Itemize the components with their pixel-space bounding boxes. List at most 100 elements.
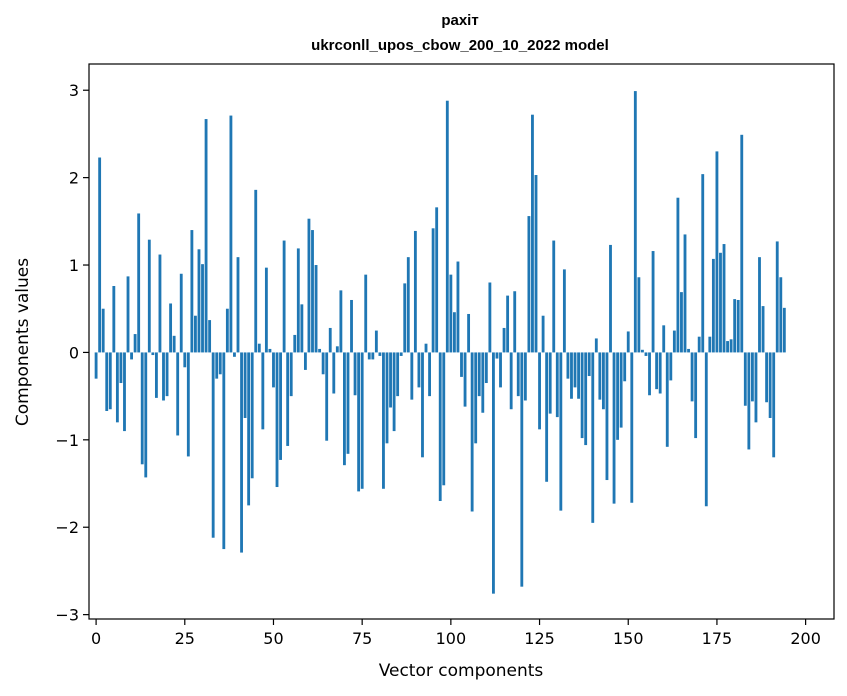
bar-117: [509, 352, 513, 410]
bar-48: [264, 267, 268, 353]
bar-34: [215, 352, 219, 379]
bar-101: [452, 312, 456, 353]
bar-35: [218, 352, 222, 375]
bar-8: [123, 352, 126, 432]
x-tick-label: 0: [91, 629, 101, 648]
bar-65: [325, 352, 329, 441]
bar-41: [240, 352, 243, 553]
chart-subtitle: ukrconll_upos_cbow_200_10_2022 model: [311, 37, 609, 54]
bar-93: [424, 343, 428, 353]
bar-70: [343, 352, 346, 466]
bar-66: [328, 327, 332, 353]
y-tick-label: −3: [55, 606, 79, 625]
bar-152: [633, 91, 637, 353]
bar-63: [318, 348, 322, 353]
bar-165: [680, 292, 683, 353]
bar-176: [719, 252, 722, 353]
bar-75: [360, 352, 364, 489]
bar-73: [353, 352, 357, 396]
bar-26: [186, 352, 190, 457]
bar-119: [516, 352, 520, 397]
bar-188: [761, 306, 765, 353]
bar-87: [403, 283, 407, 353]
bar-89: [410, 352, 414, 400]
bar-189: [765, 352, 769, 403]
bar-3: [105, 352, 109, 411]
bar-179: [729, 339, 733, 353]
bar-141: [594, 338, 598, 353]
bar-17: [154, 352, 158, 398]
bar-96: [435, 207, 439, 353]
bar-135: [573, 352, 577, 388]
bar-186: [754, 352, 758, 423]
bar-174: [711, 258, 715, 353]
bar-169: [694, 352, 698, 439]
bar-27: [190, 230, 194, 353]
bar-30: [201, 264, 204, 353]
bar-49: [268, 348, 272, 353]
bar-156: [648, 352, 651, 396]
bar-168: [690, 352, 694, 402]
bar-190: [768, 352, 772, 418]
bar-158: [655, 352, 659, 390]
x-tick-label: 175: [702, 629, 733, 648]
bar-10: [130, 352, 133, 360]
bar-103: [460, 352, 463, 377]
bar-111: [488, 282, 492, 353]
bar-110: [484, 352, 488, 384]
bar-121: [523, 352, 527, 401]
bar-15: [147, 239, 151, 353]
bar-154: [641, 349, 644, 353]
bar-11: [133, 334, 137, 353]
bar-0: [94, 352, 98, 379]
bar-78: [371, 352, 375, 360]
bar-71: [346, 352, 350, 454]
bar-122: [527, 216, 531, 353]
bar-50: [272, 352, 275, 388]
bar-97: [438, 352, 442, 502]
bar-108: [477, 352, 481, 397]
bar-114: [499, 352, 502, 388]
x-tick-label: 125: [524, 629, 555, 648]
bar-60: [307, 218, 311, 353]
bar-6: [115, 352, 119, 423]
bar-95: [431, 228, 435, 353]
x-tick-label: 50: [263, 629, 283, 648]
bar-69: [339, 290, 343, 353]
bar-163: [672, 330, 676, 353]
bar-85: [396, 352, 400, 397]
bar-91: [417, 352, 421, 388]
bar-194: [782, 307, 786, 353]
bar-28: [194, 315, 197, 353]
bar-181: [736, 299, 740, 353]
bar-182: [740, 134, 744, 353]
bar-23: [176, 352, 180, 436]
bar-13: [140, 352, 144, 465]
bar-68: [335, 346, 339, 353]
bar-79: [374, 330, 378, 353]
bar-72: [350, 299, 353, 353]
bar-18: [158, 254, 162, 353]
bar-144: [605, 352, 609, 481]
y-tick-label: 0: [69, 343, 79, 362]
bar-38: [229, 115, 233, 353]
bar-161: [665, 352, 669, 447]
bar-134: [570, 352, 573, 399]
x-tick-label: 25: [175, 629, 195, 648]
bar-136: [577, 352, 580, 399]
bar-86: [399, 352, 403, 356]
bar-149: [623, 352, 627, 382]
bar-139: [587, 352, 591, 377]
bar-148: [619, 352, 623, 428]
bar-29: [197, 249, 201, 353]
bar-167: [687, 348, 690, 353]
bar-55: [289, 352, 293, 397]
bar-19: [162, 352, 165, 401]
bar-102: [456, 261, 460, 353]
bar-105: [467, 313, 471, 353]
bar-14: [144, 352, 148, 478]
bar-4: [108, 352, 112, 410]
bar-180: [733, 299, 737, 353]
x-tick-label: 200: [790, 629, 821, 648]
